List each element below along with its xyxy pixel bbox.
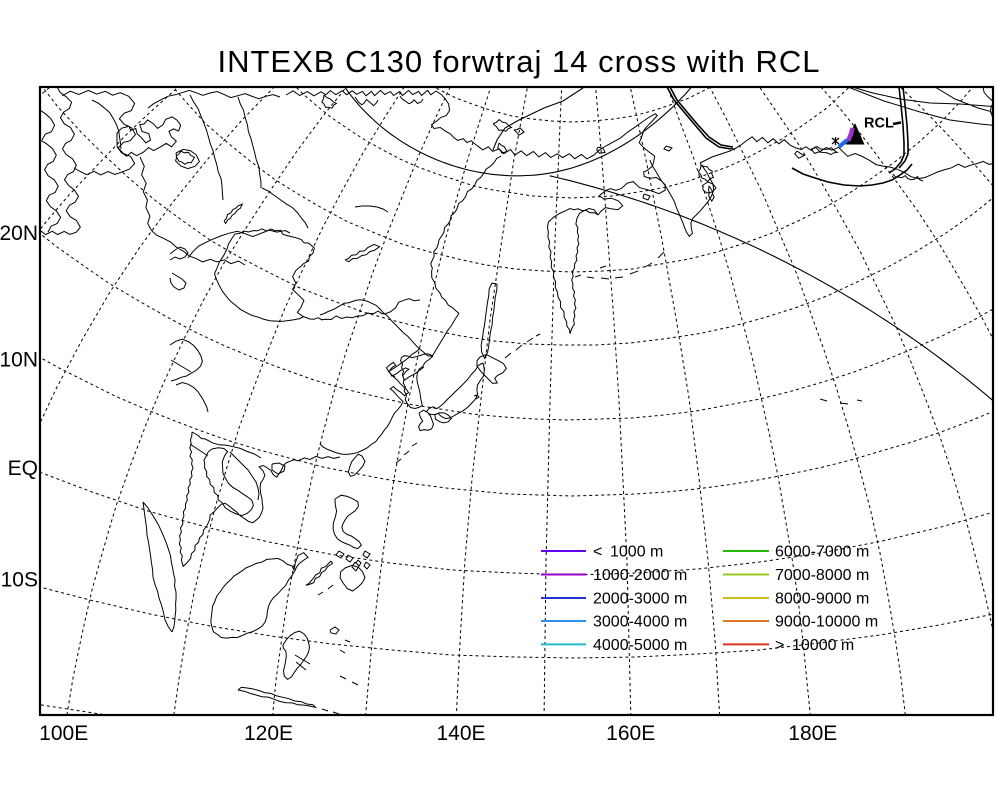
svg-text:EQ: EQ bbox=[8, 457, 38, 480]
svg-text:3000-4000 m: 3000-4000 m bbox=[593, 614, 687, 631]
svg-text:> 10000 m: > 10000 m bbox=[775, 637, 854, 654]
svg-text:8000-9000 m: 8000-9000 m bbox=[775, 591, 869, 608]
svg-text:9000-10000 m: 9000-10000 m bbox=[775, 614, 878, 631]
svg-text:6000-7000 m: 6000-7000 m bbox=[775, 544, 869, 561]
svg-text:10S: 10S bbox=[1, 569, 38, 592]
svg-text:120E: 120E bbox=[244, 722, 293, 745]
svg-text:2000-3000 m: 2000-3000 m bbox=[593, 591, 687, 608]
svg-text:1000-2000 m: 1000-2000 m bbox=[593, 567, 687, 584]
svg-text:20N: 20N bbox=[0, 222, 38, 245]
svg-text:4000-5000 m: 4000-5000 m bbox=[593, 637, 687, 654]
svg-text:180E: 180E bbox=[788, 722, 837, 745]
svg-text:160E: 160E bbox=[606, 722, 655, 745]
svg-text:140E: 140E bbox=[436, 722, 485, 745]
svg-text:7000-8000 m: 7000-8000 m bbox=[775, 567, 869, 584]
svg-text:INTEXB C130 forwtraj 14 cross: INTEXB C130 forwtraj 14 cross with RCL bbox=[217, 44, 820, 79]
svg-text:RCL: RCL bbox=[864, 116, 894, 132]
svg-text:< 1000 m: < 1000 m bbox=[593, 544, 663, 561]
svg-text:100E: 100E bbox=[39, 722, 88, 745]
svg-text:10N: 10N bbox=[0, 349, 38, 372]
